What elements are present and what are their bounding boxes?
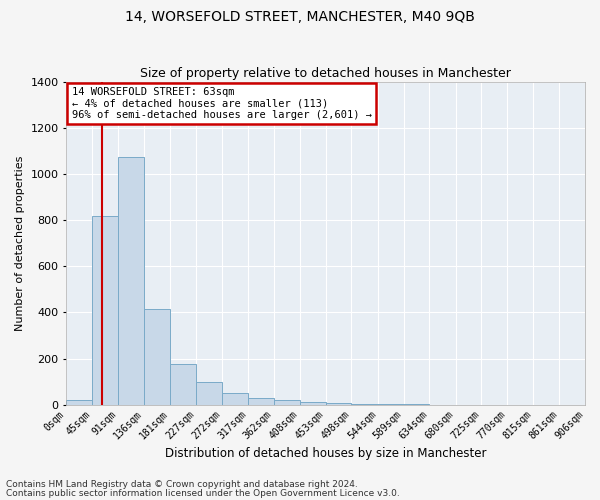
- Bar: [274, 400, 300, 404]
- Bar: [67, 400, 92, 404]
- Y-axis label: Number of detached properties: Number of detached properties: [15, 156, 25, 331]
- Text: Contains HM Land Registry data © Crown copyright and database right 2024.: Contains HM Land Registry data © Crown c…: [6, 480, 358, 489]
- Bar: [92, 216, 118, 404]
- Bar: [222, 393, 248, 404]
- Text: 14, WORSEFOLD STREET, MANCHESTER, M40 9QB: 14, WORSEFOLD STREET, MANCHESTER, M40 9Q…: [125, 10, 475, 24]
- X-axis label: Distribution of detached houses by size in Manchester: Distribution of detached houses by size …: [165, 447, 487, 460]
- Text: Contains public sector information licensed under the Open Government Licence v3: Contains public sector information licen…: [6, 488, 400, 498]
- Title: Size of property relative to detached houses in Manchester: Size of property relative to detached ho…: [140, 66, 511, 80]
- Bar: [248, 398, 274, 404]
- Bar: [144, 309, 170, 404]
- Bar: [118, 157, 144, 404]
- Bar: [196, 382, 222, 404]
- Text: 14 WORSEFOLD STREET: 63sqm
← 4% of detached houses are smaller (113)
96% of semi: 14 WORSEFOLD STREET: 63sqm ← 4% of detac…: [71, 87, 371, 120]
- Bar: [300, 402, 326, 404]
- Bar: [170, 364, 196, 405]
